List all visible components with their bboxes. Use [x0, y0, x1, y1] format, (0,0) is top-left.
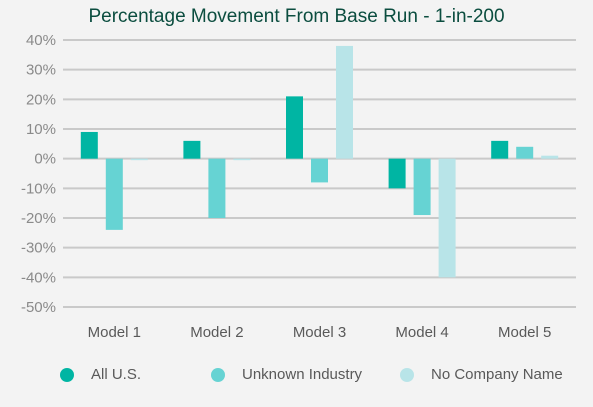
y-tick-label: -30%: [21, 240, 56, 257]
y-tick-label: 10%: [26, 121, 56, 138]
legend-swatch: [211, 367, 225, 382]
x-category-label: Model 3: [293, 324, 346, 341]
bar-no-company-name-model-2: [233, 158, 251, 161]
y-tick-label: 0%: [34, 151, 56, 168]
bar-no-company-name-model-4: [438, 158, 456, 278]
legend-swatch: [400, 367, 414, 382]
x-category-label: Model 4: [395, 324, 448, 341]
legend-item-unknown-industry: Unknown Industry: [211, 366, 362, 383]
bar-unknown-industry-model-2: [208, 158, 226, 218]
bar-unknown-industry-model-3: [311, 158, 328, 183]
bar-no-company-name-model-3: [336, 45, 353, 159]
bar-all-u-s--model-2: [183, 140, 201, 159]
bar-unknown-industry-model-5: [516, 146, 534, 159]
bar-unknown-industry-model-4: [413, 158, 431, 216]
x-axis-category-labels: Model 1 Model 2 Model 3 Model 4 Model 5: [88, 324, 552, 341]
bar-all-u-s--model-5: [491, 140, 509, 159]
bar-all-u-s--model-1: [80, 131, 98, 159]
legend-item-all-us: All U.S.: [60, 366, 141, 383]
bar-all-u-s--model-3: [286, 96, 303, 159]
legend-item-no-company-name: No Company Name: [400, 366, 563, 383]
y-tick-label: 40%: [26, 32, 56, 49]
x-category-label: Model 1: [88, 324, 141, 341]
legend-swatch: [60, 367, 74, 382]
bar-all-u-s--model-4: [388, 158, 406, 189]
bar-unknown-industry-model-1: [105, 158, 123, 230]
y-tick-label: 20%: [26, 91, 56, 108]
chart-title: Percentage Movement From Base Run - 1-in…: [88, 6, 505, 27]
y-tick-label: -20%: [21, 210, 56, 227]
legend: All U.S. Unknown Industry No Company Nam…: [0, 366, 593, 390]
y-axis-tick-labels: 40% 30% 20% 10% 0% -10% -20% -30% -40% -50%: [21, 32, 56, 316]
x-category-label: Model 5: [498, 324, 551, 341]
legend-label: All U.S.: [91, 366, 142, 383]
bar-no-company-name-model-5: [541, 155, 559, 159]
y-tick-label: -50%: [21, 299, 56, 316]
bars: [80, 45, 559, 278]
bar-no-company-name-model-1: [130, 158, 148, 161]
x-category-label: Model 2: [190, 324, 243, 341]
y-tick-label: 30%: [26, 62, 56, 79]
legend-label: No Company Name: [431, 366, 563, 383]
y-tick-label: -40%: [21, 269, 56, 286]
y-tick-label: -10%: [21, 180, 56, 197]
legend-label: Unknown Industry: [242, 366, 363, 383]
